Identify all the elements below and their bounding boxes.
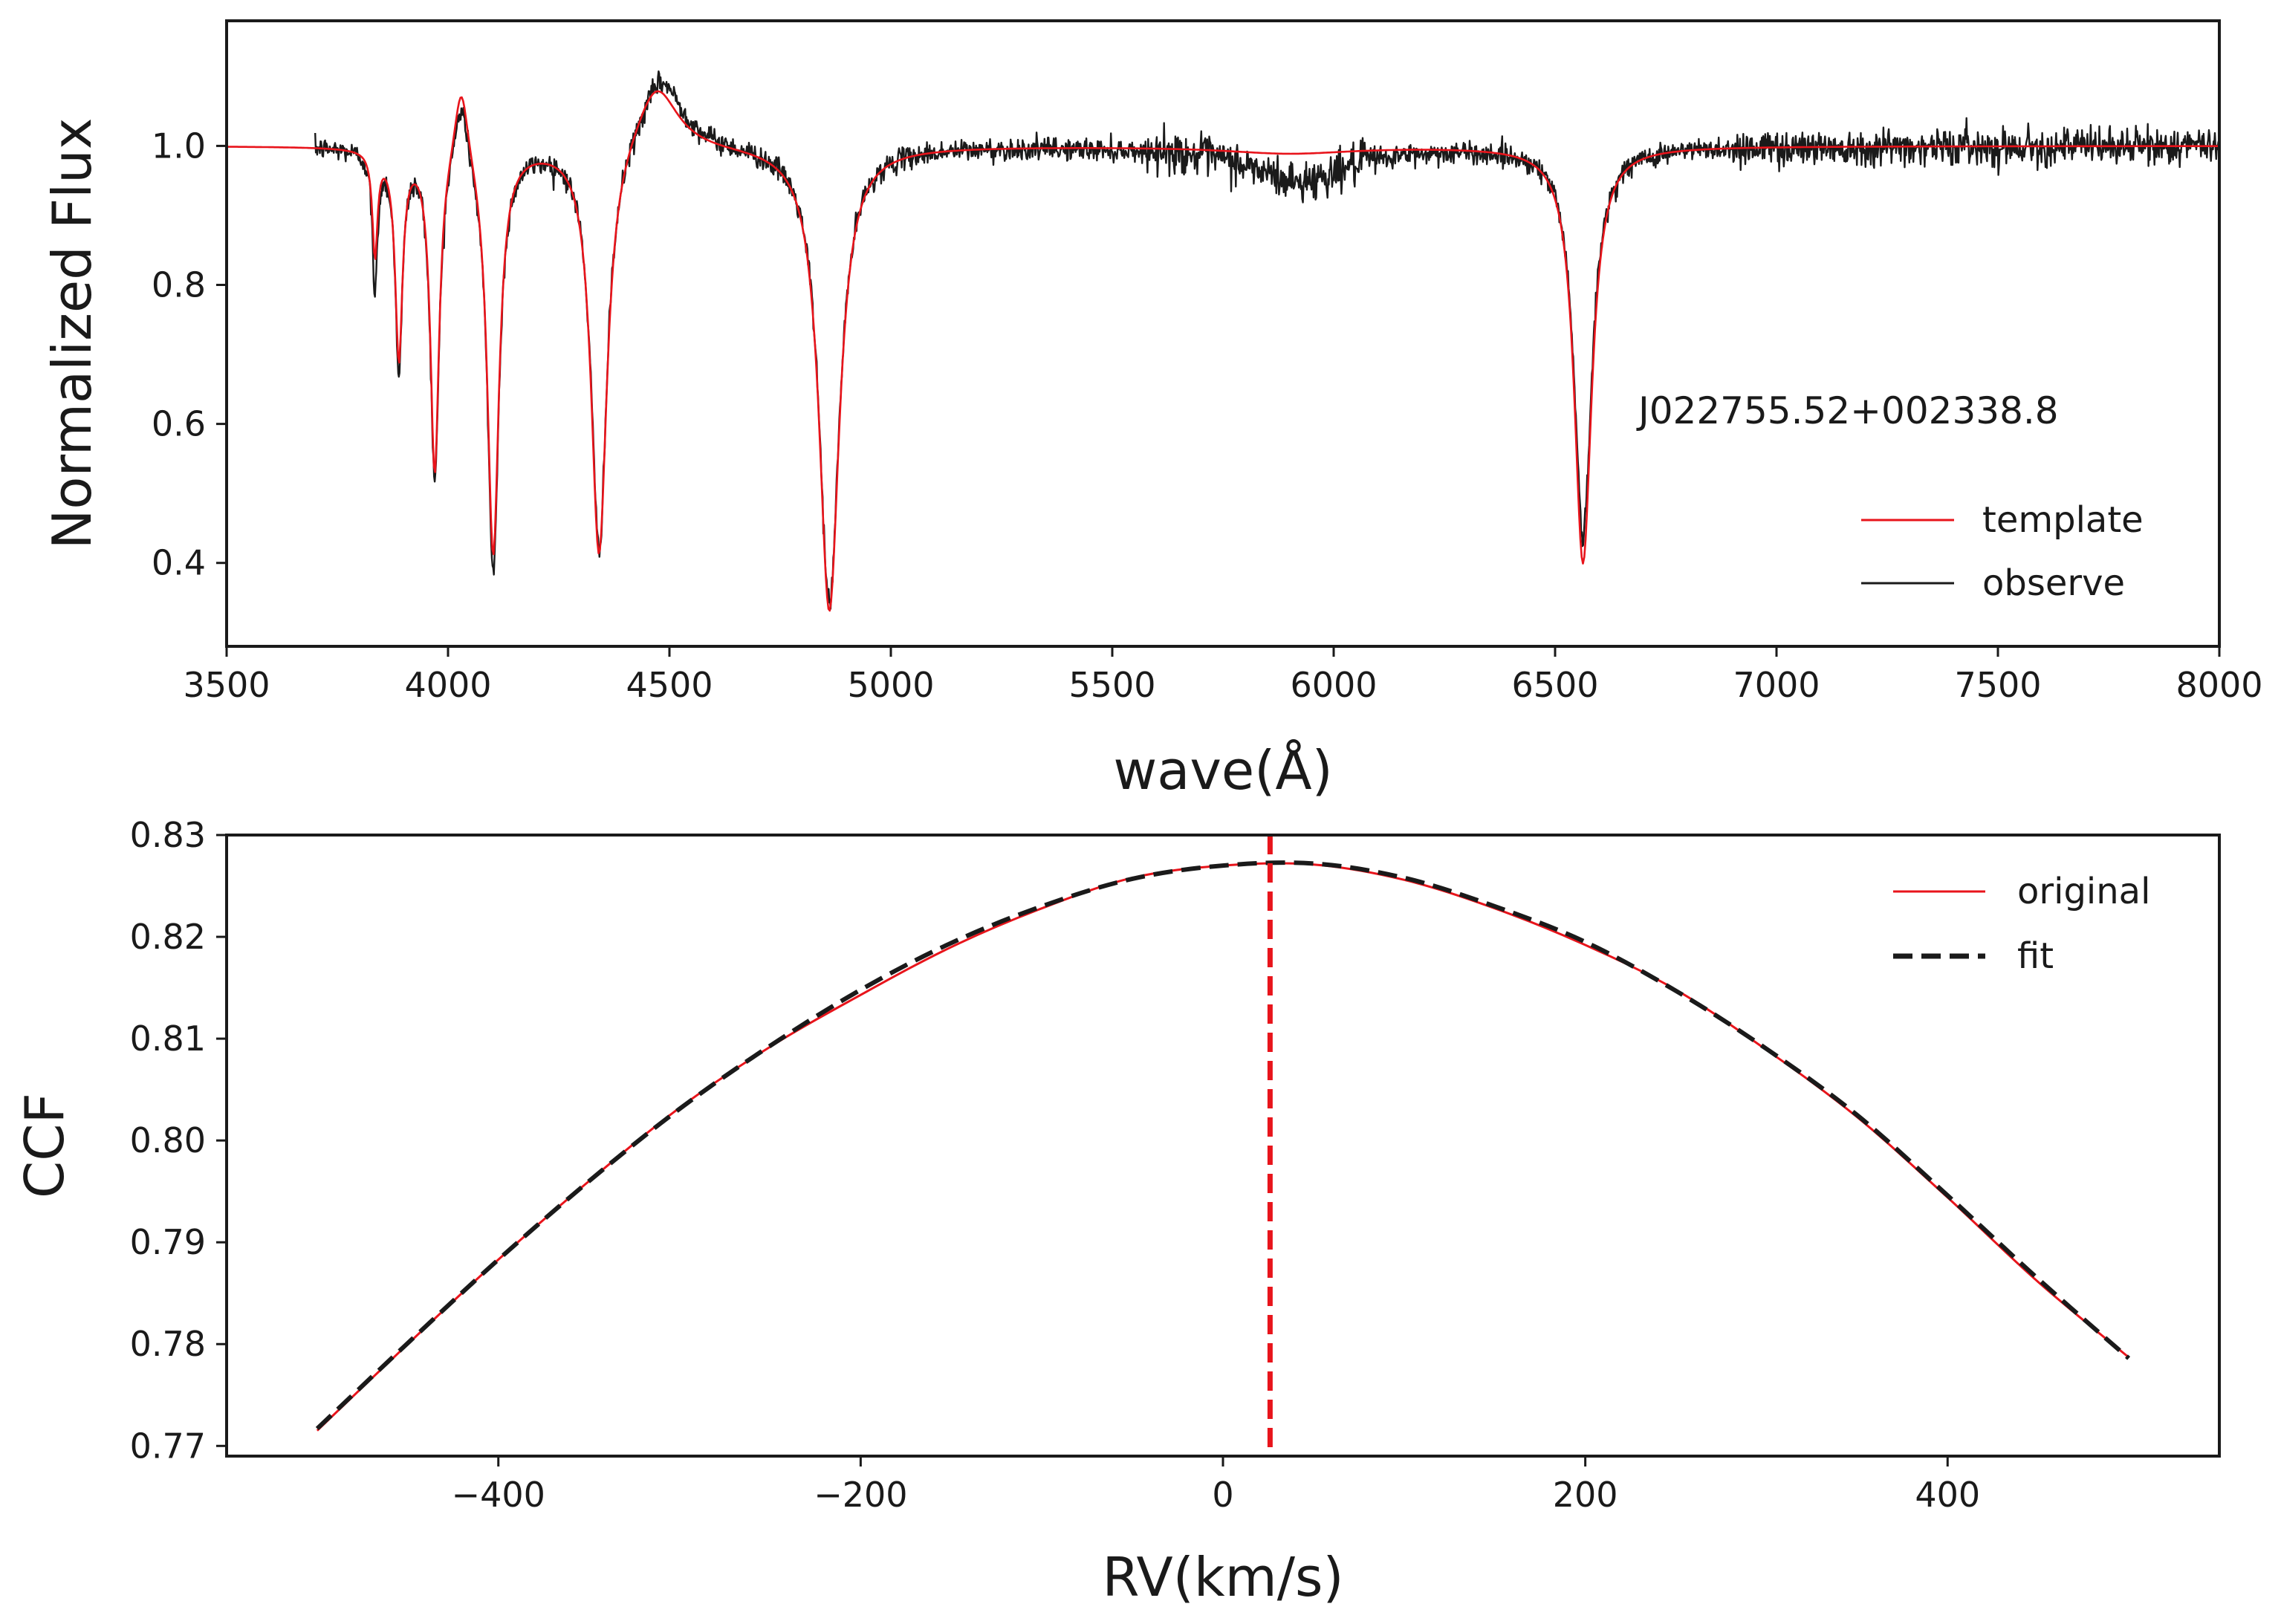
spectrum-x-tick-label: 6500 [1511, 665, 1598, 705]
ccf-panel: −400 −200 0 200 400 0.77 0.78 0.79 0.80 0.81 0.82… [13, 815, 2221, 1608]
spectrum-x-ticks: 3500 4000 4500 5000 5500 6000 6500 7000 7500 8000 [183, 646, 2263, 705]
star-id-annotation: J022755.52+002338.8 [1636, 389, 2059, 432]
spectrum-template-line [227, 90, 2219, 612]
spectrum-axes-frame [225, 19, 2221, 648]
spectrum-panel: 3500 4000 4500 5000 5500 6000 6500 7000 7500 8000… [41, 19, 2263, 802]
spectrum-y-axis-label: Normalized Flux [41, 118, 103, 550]
spectrum-x-tick-label: 7000 [1733, 665, 1820, 705]
ccf-y-tick-label: 0.81 [130, 1019, 206, 1059]
ccf-y-ticks: 0.77 0.78 0.79 0.80 0.81 0.82 0.83 [130, 815, 227, 1466]
spectrum-x-axis-label: wave(Å) [1113, 739, 1332, 802]
spectrum-y-tick-label: 0.8 [152, 265, 206, 305]
ccf-x-tick-label: −400 [452, 1475, 545, 1515]
spectrum-x-tick-label: 6000 [1290, 665, 1377, 705]
spectrum-plot-area [227, 70, 2219, 612]
ccf-y-tick-label: 0.79 [130, 1222, 206, 1262]
spectrum-y-ticks: 0.4 0.6 0.8 1.0 [152, 126, 227, 583]
ccf-y-tick-label: 0.83 [130, 815, 206, 855]
ccf-x-tick-label: 0 [1212, 1475, 1233, 1515]
ccf-y-tick-label: 0.82 [130, 917, 206, 957]
ccf-fit-line [315, 860, 2131, 1431]
ccf-x-tick-label: 200 [1553, 1475, 1618, 1515]
ccf-x-axis-label: RV(km/s) [1102, 1546, 1343, 1608]
legend-observe-label: observe [1982, 562, 2125, 604]
spectrum-y-tick-label: 0.6 [152, 404, 206, 444]
spectrum-y-tick-label: 0.4 [152, 543, 206, 583]
spectrum-x-tick-label: 7500 [1954, 665, 2041, 705]
spectrum-x-tick-label: 5500 [1068, 665, 1155, 705]
ccf-plot-area [315, 835, 2131, 1456]
legend-original-label: original [2017, 871, 2150, 912]
spectrum-y-tick-label: 1.0 [152, 126, 206, 166]
spectrum-x-tick-label: 8000 [2175, 665, 2262, 705]
spectrum-legend: template observe [1861, 499, 2144, 604]
ccf-y-axis-label: CCF [13, 1093, 76, 1198]
ccf-legend: original fit [1893, 871, 2150, 977]
spectrum-x-tick-label: 5000 [847, 665, 934, 705]
ccf-y-tick-label: 0.80 [130, 1120, 206, 1160]
ccf-y-tick-label: 0.77 [130, 1426, 206, 1466]
spectrum-x-tick-label: 4500 [626, 665, 713, 705]
ccf-y-tick-label: 0.78 [130, 1324, 206, 1364]
ccf-x-tick-label: 400 [1915, 1475, 1980, 1515]
spectrum-x-tick-label: 3500 [183, 665, 270, 705]
legend-fit-label: fit [2017, 935, 2054, 977]
legend-template-label: template [1982, 499, 2144, 541]
ccf-x-tick-label: −200 [814, 1475, 907, 1515]
ccf-x-ticks: −400 −200 0 200 400 [452, 1456, 1980, 1515]
spectrum-x-tick-label: 4000 [404, 665, 491, 705]
